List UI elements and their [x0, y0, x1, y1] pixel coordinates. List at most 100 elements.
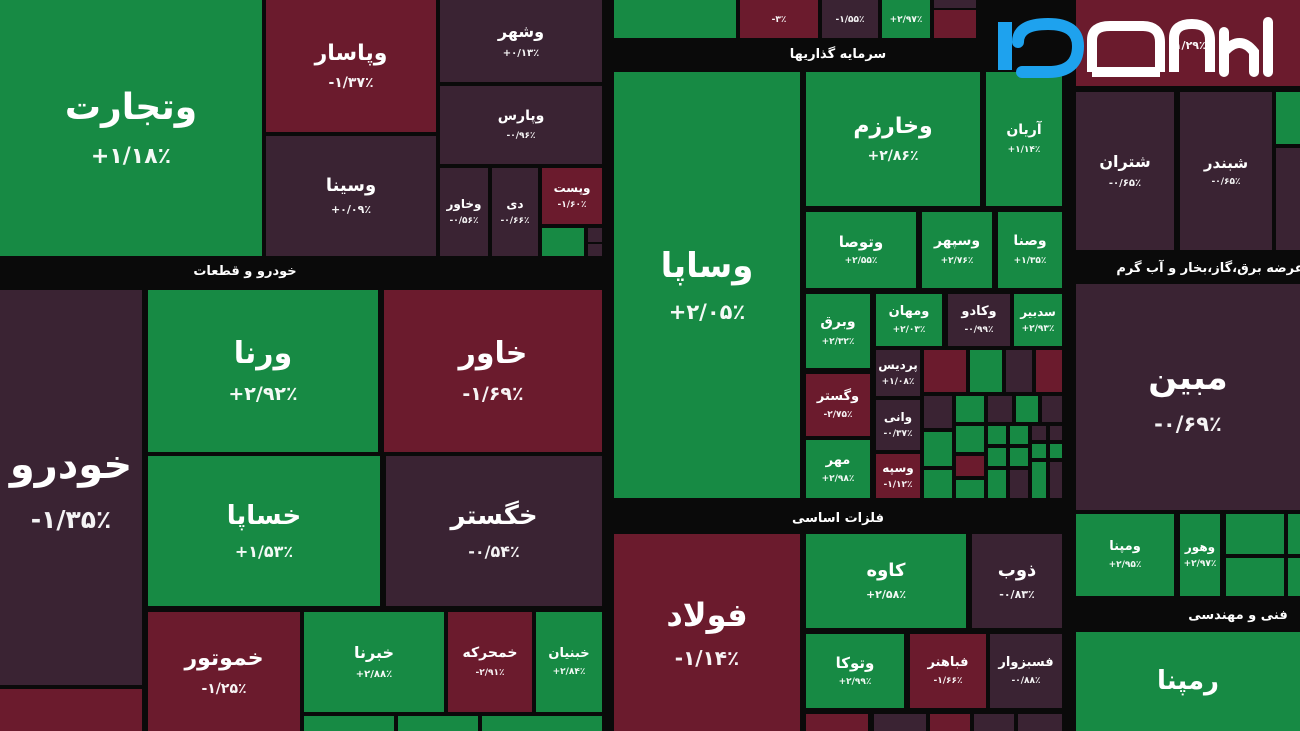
- treemap-cell[interactable]: وتوکا +۲/۹۹٪: [806, 634, 904, 708]
- treemap-cell[interactable]: [1018, 714, 1062, 731]
- treemap-cell[interactable]: -۱/۵۵٪: [822, 0, 878, 38]
- treemap-cell[interactable]: [974, 714, 1014, 731]
- treemap-cell[interactable]: +۲/۹۷٪: [882, 0, 930, 38]
- treemap-cell[interactable]: وگستر -۲/۷۵٪: [806, 374, 870, 436]
- treemap-cell[interactable]: خاور -۱/۶۹٪: [384, 290, 602, 452]
- treemap-cell[interactable]: [956, 426, 984, 452]
- treemap-cell[interactable]: وهور +۲/۹۷٪: [1180, 514, 1220, 596]
- treemap-cell[interactable]: فسبزوار -۰/۸۸٪: [990, 634, 1062, 708]
- treemap-cell[interactable]: [1050, 462, 1062, 498]
- treemap-cell[interactable]: [398, 716, 478, 731]
- treemap-cell[interactable]: رمپنا: [1076, 632, 1300, 731]
- treemap-cell[interactable]: خبرنا +۲/۸۸٪: [304, 612, 444, 712]
- treemap-cell[interactable]: [988, 448, 1006, 466]
- treemap-cell[interactable]: شتران -۰/۶۵٪: [1076, 92, 1174, 250]
- treemap-cell[interactable]: خساپا +۱/۵۳٪: [148, 456, 380, 606]
- treemap-cell[interactable]: [1288, 558, 1300, 596]
- treemap-cell[interactable]: [924, 432, 952, 466]
- treemap-cell[interactable]: [1006, 350, 1032, 392]
- treemap-cell[interactable]: [614, 0, 736, 38]
- treemap-cell[interactable]: [956, 456, 984, 476]
- treemap-cell[interactable]: [1226, 558, 1284, 596]
- treemap-cell[interactable]: وپست -۱/۶۰٪: [542, 168, 602, 224]
- treemap-cell[interactable]: وسینا +۰/۰۹٪: [266, 136, 436, 256]
- treemap-cell[interactable]: [542, 228, 584, 256]
- treemap-cell[interactable]: [988, 396, 1012, 422]
- treemap-cell[interactable]: [1016, 396, 1038, 422]
- treemap-cell[interactable]: [1042, 396, 1062, 422]
- treemap-cell[interactable]: [304, 716, 394, 731]
- treemap-cell[interactable]: [0, 689, 142, 731]
- treemap-cell[interactable]: فباهنر -۱/۶۶٪: [910, 634, 986, 708]
- treemap-cell[interactable]: وصنا +۱/۳۵٪: [998, 212, 1062, 288]
- treemap-cell[interactable]: [988, 426, 1006, 444]
- treemap-cell[interactable]: شبندر -۰/۶۵٪: [1180, 92, 1272, 250]
- treemap-cell[interactable]: [1032, 426, 1046, 440]
- cell-symbol: ومهان: [888, 303, 930, 319]
- treemap-cell[interactable]: وساپا +۲/۰۵٪: [614, 72, 800, 498]
- treemap-cell[interactable]: وسپه -۱/۱۲٪: [876, 454, 920, 498]
- treemap-cell[interactable]: [956, 480, 984, 498]
- cell-change: -۰/۹۶٪: [506, 130, 536, 141]
- treemap-cell[interactable]: سدبیر +۲/۹۳٪: [1014, 294, 1062, 346]
- treemap-cell[interactable]: [1050, 444, 1062, 458]
- treemap-cell[interactable]: [988, 470, 1006, 498]
- treemap-cell[interactable]: وتوصا +۲/۵۵٪: [806, 212, 916, 288]
- treemap-cell[interactable]: دی -۰/۶۶٪: [492, 168, 538, 256]
- cell-change: -۰/۶۶٪: [500, 215, 530, 226]
- treemap-cell[interactable]: [874, 714, 926, 731]
- treemap-cell[interactable]: [588, 244, 602, 256]
- treemap-cell[interactable]: وکادو -۰/۹۹٪: [948, 294, 1010, 346]
- treemap-cell[interactable]: [1036, 350, 1062, 392]
- treemap-cell[interactable]: [934, 10, 976, 38]
- treemap-cell[interactable]: وبرق +۲/۳۲٪: [806, 294, 870, 368]
- treemap-cell[interactable]: [806, 714, 868, 731]
- treemap-cell[interactable]: [1276, 148, 1300, 250]
- treemap-cell[interactable]: وانی -۰/۳۷٪: [876, 400, 920, 450]
- treemap-cell[interactable]: [588, 228, 602, 242]
- treemap-cell[interactable]: [924, 396, 952, 428]
- treemap-cell[interactable]: [1010, 470, 1028, 498]
- treemap-cell[interactable]: وسپهر +۲/۷۶٪: [922, 212, 992, 288]
- treemap-cell[interactable]: ومهان +۲/۰۳٪: [876, 294, 942, 346]
- treemap-cell[interactable]: وپاسار -۱/۳۷٪: [266, 0, 436, 132]
- treemap-cell[interactable]: مبین -۰/۶۹٪: [1076, 284, 1300, 510]
- treemap-cell[interactable]: خبنیان +۲/۸۴٪: [536, 612, 602, 712]
- treemap-cell[interactable]: ورنا +۲/۹۲٪: [148, 290, 378, 452]
- treemap-cell[interactable]: [924, 350, 966, 392]
- treemap-cell[interactable]: [1276, 92, 1300, 144]
- treemap-cell[interactable]: [1010, 448, 1028, 466]
- treemap-cell[interactable]: پردیس +۱/۰۸٪: [876, 350, 920, 396]
- treemap-cell[interactable]: [1226, 514, 1284, 554]
- treemap-cell[interactable]: [924, 470, 952, 498]
- treemap-cell[interactable]: وخاور -۰/۵۶٪: [440, 168, 488, 256]
- treemap-cell[interactable]: -۳٪: [740, 0, 818, 38]
- treemap-cell[interactable]: خموتور -۱/۲۵٪: [148, 612, 300, 731]
- treemap-cell[interactable]: آریان +۱/۱۴٪: [986, 72, 1062, 206]
- treemap-cell[interactable]: وخارزم +۲/۸۶٪: [806, 72, 980, 206]
- treemap-cell[interactable]: ذوب -۰/۸۳٪: [972, 534, 1062, 628]
- treemap-cell[interactable]: [1050, 426, 1062, 440]
- treemap-cell[interactable]: [930, 714, 970, 731]
- treemap-cell[interactable]: خودرو -۱/۳۵٪: [0, 290, 142, 685]
- cell-symbol: وساپا: [660, 245, 754, 286]
- treemap-cell[interactable]: مهر +۲/۹۸٪: [806, 440, 870, 498]
- treemap-cell[interactable]: [1288, 514, 1300, 554]
- treemap-cell[interactable]: خگستر -۰/۵۴٪: [386, 456, 602, 606]
- treemap-cell[interactable]: [1010, 426, 1028, 444]
- treemap-cell[interactable]: [934, 0, 976, 8]
- treemap-cell[interactable]: خمحرکه -۲/۹۱٪: [448, 612, 532, 712]
- cell-change: -۰/۸۳٪: [999, 588, 1035, 602]
- treemap-cell[interactable]: وشهر +۰/۱۳٪: [440, 0, 602, 82]
- treemap-cell[interactable]: [1032, 444, 1046, 458]
- treemap-cell[interactable]: فولاد -۱/۱۴٪: [614, 534, 800, 731]
- treemap-cell[interactable]: [970, 350, 1002, 392]
- treemap-cell[interactable]: کاوه +۲/۵۸٪: [806, 534, 966, 628]
- treemap-cell[interactable]: وتجارت +۱/۱۸٪: [0, 0, 262, 256]
- treemap-cell[interactable]: [1032, 462, 1046, 498]
- treemap-cell[interactable]: ومپنا +۲/۹۵٪: [1076, 514, 1174, 596]
- treemap-cell[interactable]: وپارس -۰/۹۶٪: [440, 86, 602, 164]
- treemap-cell[interactable]: [956, 396, 984, 422]
- treemap-cell[interactable]: [482, 716, 602, 731]
